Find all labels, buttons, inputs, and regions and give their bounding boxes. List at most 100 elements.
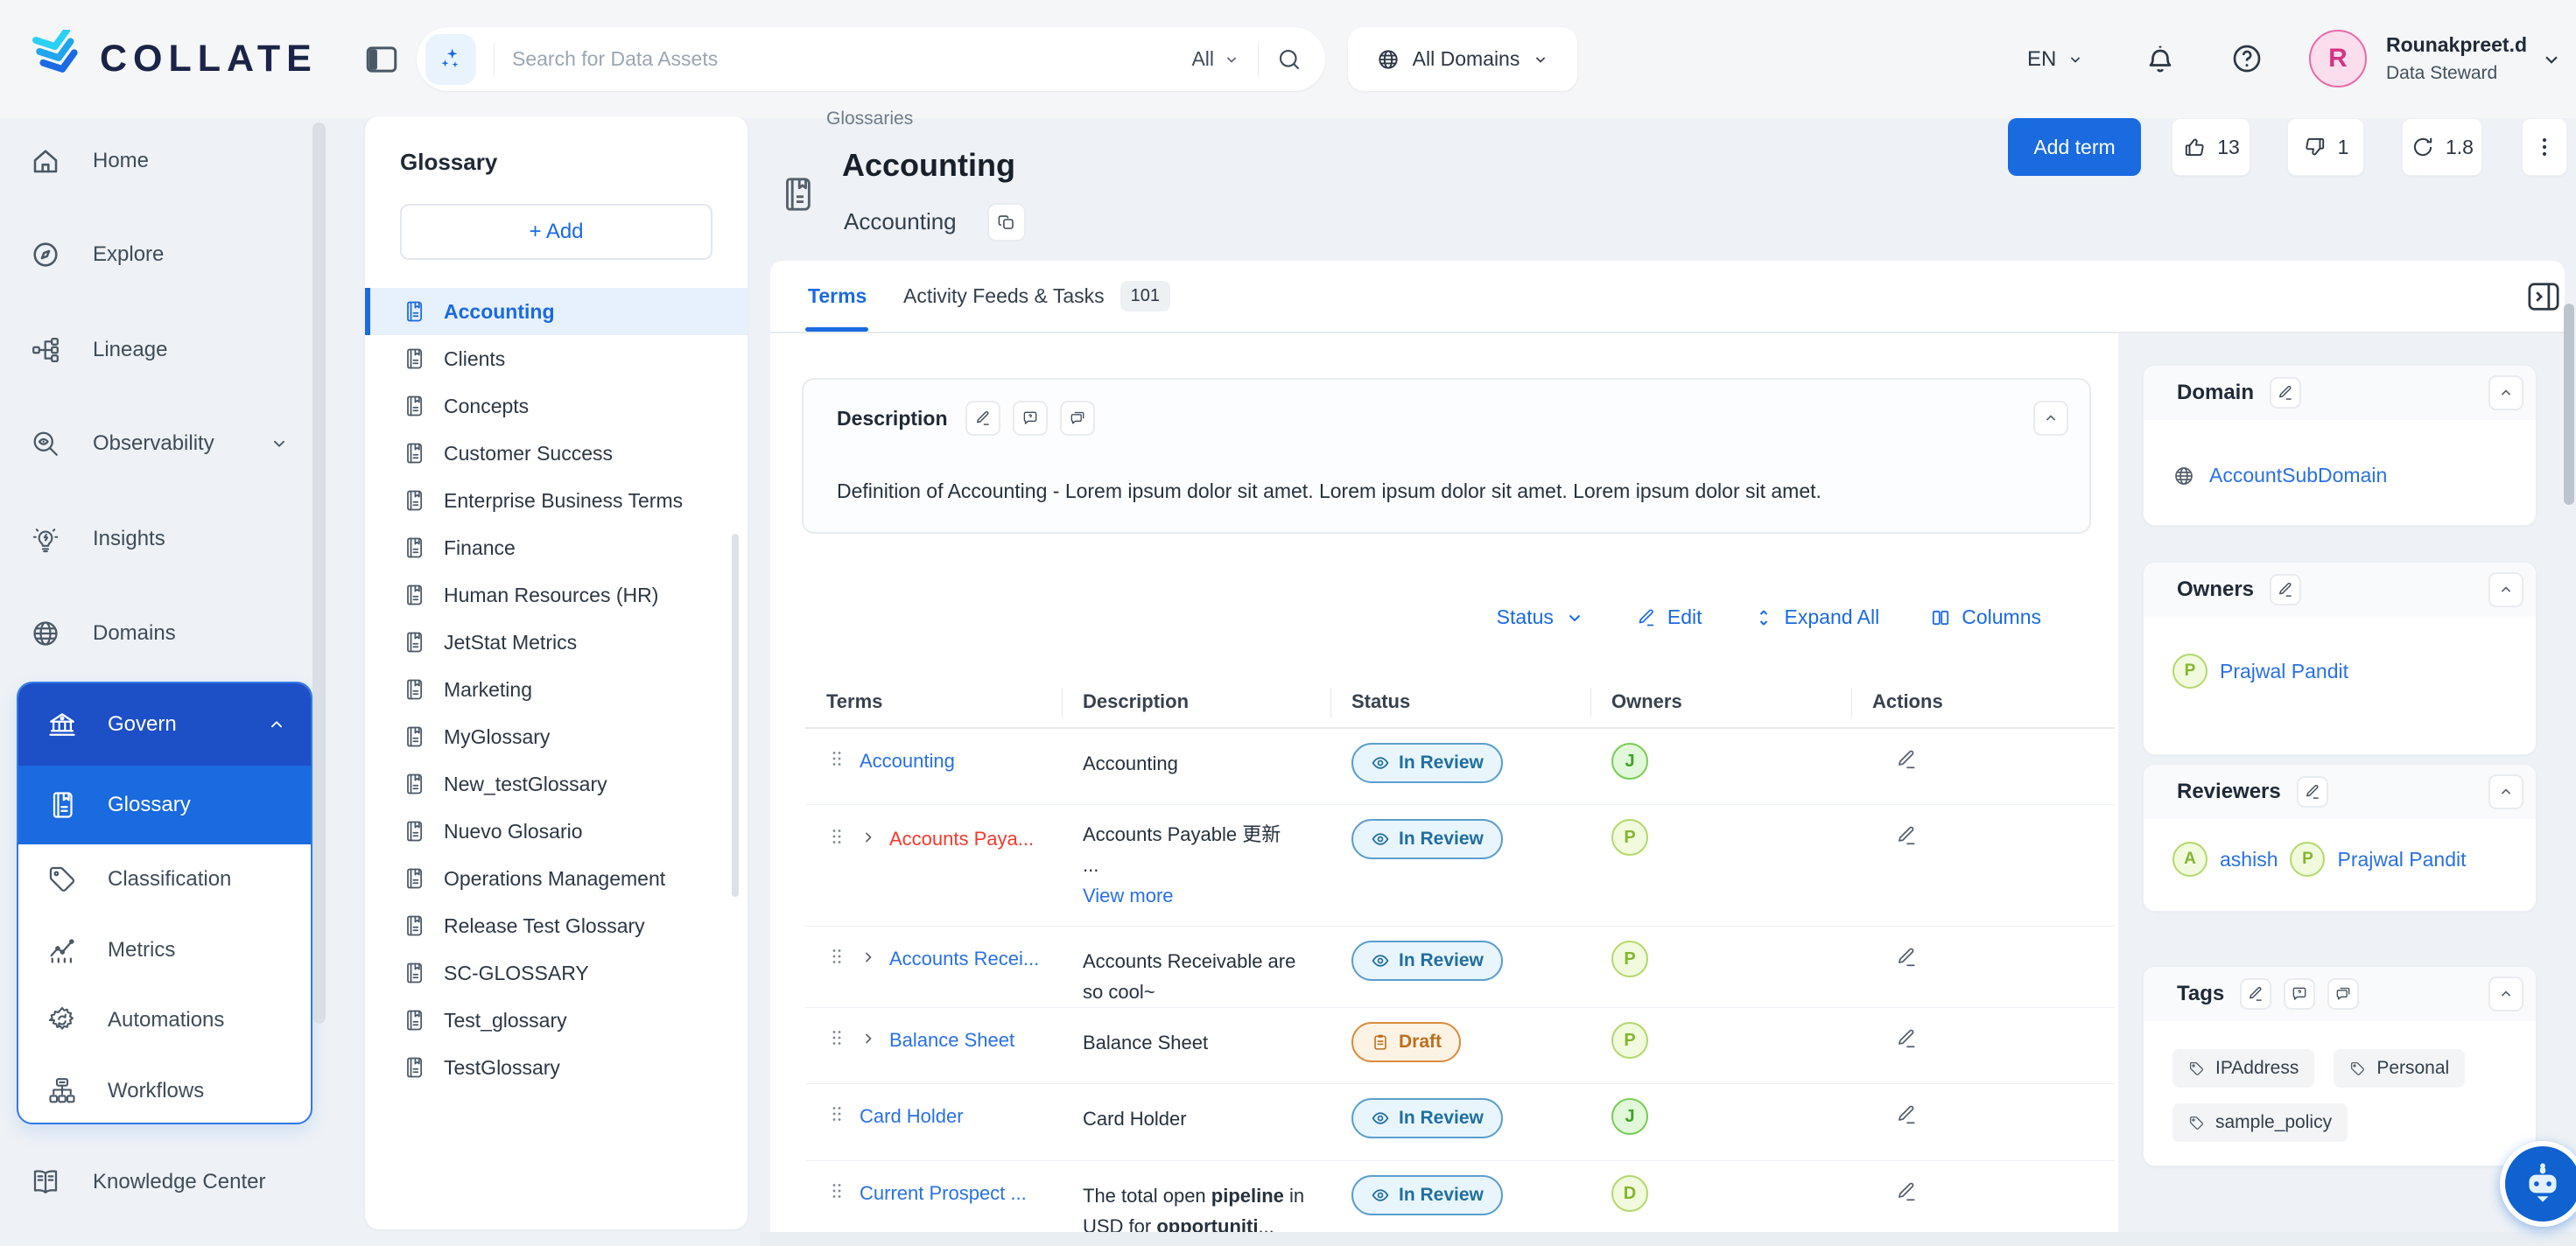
person-link[interactable]: ashish <box>2220 847 2278 871</box>
request-tags-icon[interactable] <box>2284 978 2316 1010</box>
user-avatar[interactable]: R <box>2309 30 2367 88</box>
more-actions-button[interactable] <box>2522 118 2567 176</box>
edit-term-icon[interactable] <box>1895 824 1918 847</box>
owner-avatar[interactable]: P <box>1611 941 1648 977</box>
search-scope-dropdown[interactable]: All <box>1191 47 1240 71</box>
column-header-status[interactable]: Status <box>1330 676 1590 727</box>
tab-activity-feeds[interactable]: Activity Feeds & Tasks 101 <box>903 261 1171 332</box>
upvote-button[interactable]: 13 <box>2172 118 2250 176</box>
term-link[interactable]: Current Prospect ... <box>860 1182 1027 1204</box>
term-link[interactable]: Accounting <box>860 750 955 772</box>
sidebar-item-home[interactable]: Home <box>30 130 289 192</box>
edit-domain-icon[interactable] <box>2270 377 2302 409</box>
glossary-list-item-customer-success[interactable]: Customer Success <box>365 430 748 477</box>
owner-avatar[interactable]: P <box>1611 1022 1648 1059</box>
sidebar-item-govern[interactable]: Govern <box>18 683 311 766</box>
edit-reviewers-icon[interactable] <box>2296 776 2328 808</box>
tab-terms[interactable]: Terms <box>808 284 867 307</box>
column-header-terms[interactable]: Terms <box>826 690 883 712</box>
collapse-tags-icon[interactable] <box>2488 976 2523 1012</box>
sidebar-item-insights[interactable]: Insights <box>30 508 289 570</box>
tag-personal[interactable]: Personal <box>2334 1049 2466 1088</box>
glossary-list-item-sc-glossary[interactable]: SC-GLOSSARY <box>365 949 748 997</box>
edit-table-button[interactable]: Edit <box>1636 606 1702 629</box>
add-term-button[interactable]: Add term <box>2008 118 2141 176</box>
glossary-list-item-release-test-glossary[interactable]: Release Test Glossary <box>365 902 748 949</box>
glossary-list-item-myglossary[interactable]: MyGlossary <box>365 713 748 760</box>
global-search[interactable]: Search for Data Assets All <box>417 27 1325 91</box>
expand-all-button[interactable]: Expand All <box>1753 606 1879 629</box>
all-domains-button[interactable]: All Domains <box>1348 27 1577 91</box>
owner-avatar[interactable]: D <box>1611 1175 1648 1212</box>
glossary-list-item-testglossary[interactable]: TestGlossary <box>365 1044 748 1091</box>
glossary-list-item-jetstat-metrics[interactable]: JetStat Metrics <box>365 619 748 666</box>
sidebar-item-domains[interactable]: Domains <box>30 603 289 664</box>
person-avatar[interactable]: P <box>2290 842 2326 877</box>
add-glossary-button[interactable]: + Add <box>400 204 712 260</box>
horizontal-scrollbar-track[interactable] <box>760 1232 2576 1246</box>
language-dropdown[interactable]: EN <box>2027 42 2084 77</box>
comments-icon[interactable] <box>1059 401 1095 436</box>
edit-owners-icon[interactable] <box>2270 574 2302 606</box>
sidebar-item-lineage[interactable]: Lineage <box>30 319 289 381</box>
glossary-list-item-clients[interactable]: Clients <box>365 335 748 382</box>
sidebar-item-explore[interactable]: Explore <box>30 224 289 285</box>
glossary-list-item-finance[interactable]: Finance <box>365 524 748 571</box>
collapse-owners-icon[interactable] <box>2488 572 2523 607</box>
glossary-list-item-operations-management[interactable]: Operations Management <box>365 855 748 902</box>
notifications-bell-icon[interactable] <box>2143 41 2178 76</box>
term-link[interactable]: Accounts Recei... <box>889 948 1040 970</box>
edit-term-icon[interactable] <box>1895 1027 1918 1050</box>
person-avatar[interactable]: A <box>2172 842 2207 877</box>
sidebar-item-observability[interactable]: Observability <box>30 413 289 474</box>
sidebar-item-metrics[interactable]: Metrics <box>18 914 311 985</box>
sidebar-scrollbar[interactable] <box>312 122 326 1024</box>
chat-assistant-button[interactable] <box>2500 1141 2576 1227</box>
owner-avatar[interactable]: J <box>1611 1098 1648 1135</box>
column-header-actions[interactable]: Actions <box>1851 676 2115 727</box>
domain-link[interactable]: AccountSubDomain <box>2209 464 2388 486</box>
glossary-list-item-enterprise-business-terms[interactable]: Enterprise Business Terms <box>365 477 748 524</box>
sidebar-item-automations[interactable]: Automations <box>18 985 311 1055</box>
sidebar-item-workflows[interactable]: Workflows <box>18 1055 311 1123</box>
tags-conversation-icon[interactable] <box>2327 978 2360 1010</box>
term-link[interactable]: Balance Sheet <box>889 1029 1015 1051</box>
collapse-right-panel-icon[interactable] <box>2524 277 2563 316</box>
request-description-icon[interactable] <box>1012 401 1048 436</box>
view-more-link[interactable]: View more <box>1083 885 1174 906</box>
glossary-list-item-nuevo-glosario[interactable]: Nuevo Glosario <box>365 808 748 855</box>
edit-term-icon[interactable] <box>1895 748 1918 771</box>
column-header-owners[interactable]: Owners <box>1590 676 1851 727</box>
collapse-description-icon[interactable] <box>2033 401 2068 436</box>
glossary-list-scrollbar[interactable] <box>732 534 739 897</box>
search-input[interactable]: Search for Data Assets <box>512 47 719 70</box>
edit-tags-icon[interactable] <box>2240 978 2272 1010</box>
version-button[interactable]: 1.8 <box>2402 118 2482 176</box>
tag-sample-policy[interactable]: sample_policy <box>2172 1103 2348 1142</box>
breadcrumb[interactable]: Glossaries <box>826 108 914 129</box>
ai-sparkle-icon[interactable] <box>425 33 476 85</box>
owner-avatar[interactable]: P <box>1611 819 1648 856</box>
page-scrollbar[interactable] <box>2564 304 2574 505</box>
owner-avatar[interactable]: J <box>1611 743 1648 780</box>
search-icon[interactable] <box>1276 46 1302 73</box>
collapse-domain-icon[interactable] <box>2488 375 2523 410</box>
person-link[interactable]: Prajwal Pandit <box>2220 659 2349 682</box>
column-header-description[interactable]: Description <box>1062 676 1330 727</box>
glossary-list-item-accounting[interactable]: Accounting <box>365 288 748 335</box>
glossary-list-item-concepts[interactable]: Concepts <box>365 382 748 430</box>
person-avatar[interactable]: P <box>2172 654 2207 689</box>
edit-term-icon[interactable] <box>1895 1180 1918 1203</box>
term-link[interactable]: Accounts Paya... <box>889 828 1035 850</box>
sidebar-item-knowledge-center[interactable]: Knowledge Center <box>30 1152 289 1213</box>
glossary-list-item-test-glossary[interactable]: Test_glossary <box>365 997 748 1044</box>
columns-button[interactable]: Columns <box>1930 606 2041 629</box>
glossary-list-item-marketing[interactable]: Marketing <box>365 666 748 713</box>
collapse-reviewers-icon[interactable] <box>2488 774 2523 809</box>
chevron-down-icon[interactable] <box>2540 48 2563 71</box>
status-filter-dropdown[interactable]: Status <box>1497 606 1585 629</box>
sidebar-item-glossary[interactable]: Glossary <box>18 766 311 844</box>
sidebar-item-classification[interactable]: Classification <box>18 844 311 914</box>
person-link[interactable]: Prajwal Pandit <box>2337 847 2467 871</box>
copy-icon[interactable] <box>987 203 1026 242</box>
